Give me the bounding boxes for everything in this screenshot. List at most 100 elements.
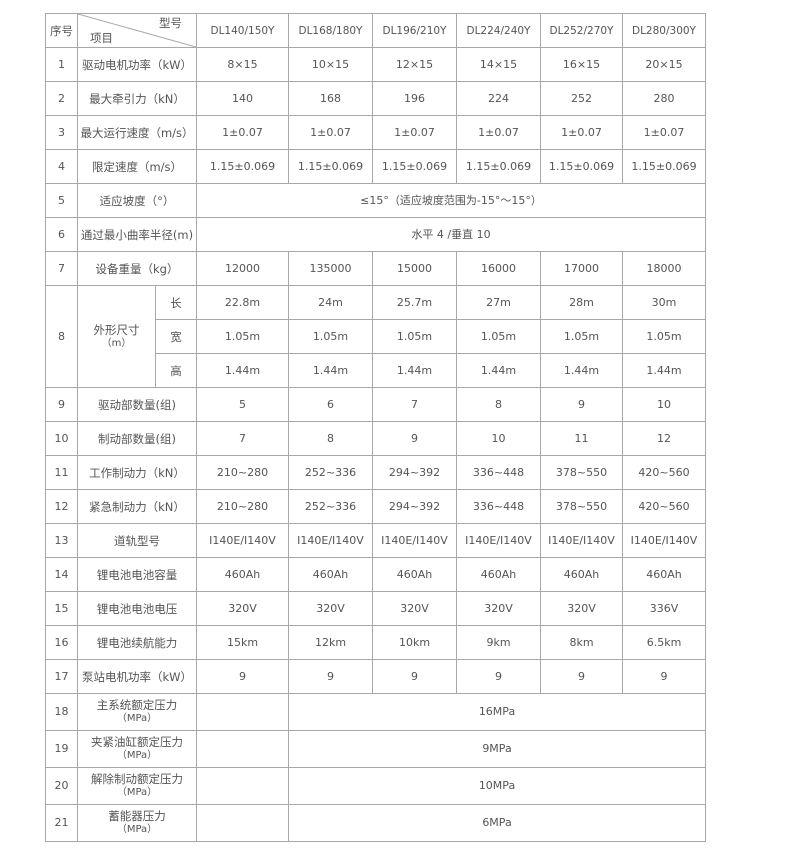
value-cell: 224 xyxy=(456,81,541,116)
value-cell: 1.44m xyxy=(288,353,373,388)
value-cell: 17000 xyxy=(540,251,623,286)
value-cell: 1.15±0.069 xyxy=(372,149,457,184)
dimension-label: 长 xyxy=(155,285,197,320)
value-cell: 135000 xyxy=(288,251,373,286)
value-cell: 1.44m xyxy=(540,353,623,388)
value-cell: 9 xyxy=(372,659,457,694)
item-label-cell: 工作制动力（kN） xyxy=(77,455,197,490)
value-cell: 420~560 xyxy=(622,489,706,524)
table-row: 12 紧急制动力（kN） 210~280 252~336 294~392 336~448 3… xyxy=(45,489,706,524)
item-label: 紧急制动力（kN） xyxy=(89,499,185,514)
value-cell: 15000 xyxy=(372,251,457,286)
value-cell: 1.05m xyxy=(372,319,457,354)
value-cell: 6.5km xyxy=(622,625,706,660)
row-number: 2 xyxy=(45,81,78,116)
table-row: 10 制动部数量(组) 7 8 9 10 11 12 xyxy=(45,421,706,456)
value-cell: 8×15 xyxy=(196,47,289,82)
row-number: 13 xyxy=(45,523,78,558)
row-number: 19 xyxy=(45,730,78,768)
value-cell: I140E/I140V xyxy=(456,523,541,558)
value-cell: 20×15 xyxy=(622,47,706,82)
value-cell: 1.05m xyxy=(456,319,541,354)
table-row: 15 锂电池电池电压 320V 320V 320V 320V 320V 336V xyxy=(45,591,706,626)
value-cell: I140E/I140V xyxy=(196,523,289,558)
item-label: 主系统额定压力 xyxy=(96,698,178,712)
item-label-cell: 最大运行速度（m/s） xyxy=(77,115,197,150)
table-row: 13 道轨型号 I140E/I140V I140E/I140V I140E/I140V I… xyxy=(45,523,706,558)
value-cell: 1.05m xyxy=(540,319,623,354)
value-cell: 12km xyxy=(288,625,373,660)
row-number: 3 xyxy=(45,115,78,150)
value-cell: I140E/I140V xyxy=(540,523,623,558)
value-cell: 1.15±0.069 xyxy=(456,149,541,184)
item-label: 限定速度（m/s） xyxy=(91,159,183,174)
value-cell: 378~550 xyxy=(540,489,623,524)
spec-table: 序号 型号 项目 DL140/150Y DL168/180Y DL196/210Y D… xyxy=(45,13,706,842)
model-header: DL168/180Y xyxy=(288,13,373,48)
item-label: 道轨型号 xyxy=(114,533,160,548)
table-row: 20 解除制动额定压力 （MPa） 10MPa xyxy=(45,767,706,805)
row-number: 15 xyxy=(45,591,78,626)
table-row: 8 外形尺寸 （m）长 22.8m 24m 25.7m 27m 28m 30m xyxy=(45,285,706,388)
value-cell: 8 xyxy=(456,387,541,422)
value-cell: 9 xyxy=(288,659,373,694)
table-row: 3 最大运行速度（m/s） 1±0.07 1±0.07 1±0.07 1±0.07 1±0.… xyxy=(45,115,706,150)
index-header: 序号 xyxy=(45,13,78,48)
empty-cell xyxy=(196,693,289,731)
value-cell: 1.15±0.069 xyxy=(540,149,623,184)
value-cell: 12 xyxy=(622,421,706,456)
row-number: 8 xyxy=(45,285,78,388)
item-label-cell: 设备重量（kg） xyxy=(77,251,197,286)
value-cell: 1±0.07 xyxy=(196,115,289,150)
value-cell: 28m xyxy=(540,285,623,320)
item-unit: （MPa） xyxy=(116,787,158,798)
item-label: 通过最小曲率半径(m) xyxy=(80,227,194,242)
value-cell: 196 xyxy=(372,81,457,116)
value-cell: 15km xyxy=(196,625,289,660)
value-cell: 1±0.07 xyxy=(372,115,457,150)
value-cell: 1±0.07 xyxy=(540,115,623,150)
item-label-cell: 锂电池电池电压 xyxy=(77,591,197,626)
value-cell: 420~560 xyxy=(622,455,706,490)
dimension-label: 高 xyxy=(155,353,197,388)
item-label-cell: 泵站电机功率（kW） xyxy=(77,659,197,694)
value-cell: 460Ah xyxy=(622,557,706,592)
row-number: 14 xyxy=(45,557,78,592)
value-cell: 460Ah xyxy=(540,557,623,592)
merged-value-cell: 10MPa xyxy=(288,767,706,805)
table-row: 7 设备重量（kg） 12000 135000 15000 16000 17000 18000 xyxy=(45,251,706,286)
value-cell: 252 xyxy=(540,81,623,116)
item-label: 锂电池电池容量 xyxy=(96,567,178,582)
value-cell: 1.44m xyxy=(622,353,706,388)
item-label-cell: 蓄能器压力 （MPa） xyxy=(77,804,197,842)
value-cell: 5 xyxy=(196,387,289,422)
header-row: 序号 型号 项目 DL140/150Y DL168/180Y DL196/210Y D… xyxy=(45,13,706,48)
value-cell: 1.05m xyxy=(288,319,373,354)
item-label: 设备重量（kg） xyxy=(95,261,179,276)
item-unit: （m） xyxy=(101,337,132,349)
item-label: 泵站电机功率（kW） xyxy=(81,669,193,684)
row-number: 1 xyxy=(45,47,78,82)
item-label: 锂电池续航能力 xyxy=(96,635,178,650)
item-unit: （MPa） xyxy=(116,824,158,835)
merged-value-cell: 水平 4 /垂直 10 xyxy=(196,217,706,252)
value-cell: 1.05m xyxy=(622,319,706,354)
row-number: 21 xyxy=(45,804,78,842)
value-cell: 16×15 xyxy=(540,47,623,82)
table-row: 2 最大牵引力（kN） 140 168 196 224 252 280 xyxy=(45,81,706,116)
item-label-cell: 最大牵引力（kN） xyxy=(77,81,197,116)
value-cell: 1±0.07 xyxy=(622,115,706,150)
merged-value-cell: ≤15°（适应坡度范围为-15°～15°） xyxy=(196,183,706,218)
value-cell: 294~392 xyxy=(372,455,457,490)
table-row: 6 通过最小曲率半径(m) 水平 4 /垂直 10 xyxy=(45,217,706,252)
value-cell: 460Ah xyxy=(196,557,289,592)
value-cell: 8 xyxy=(288,421,373,456)
value-cell: 9 xyxy=(196,659,289,694)
item-label: 夹紧油缸额定压力 xyxy=(91,735,183,749)
value-cell: 320V xyxy=(456,591,541,626)
value-cell: 16000 xyxy=(456,251,541,286)
row-number: 6 xyxy=(45,217,78,252)
value-cell: 294~392 xyxy=(372,489,457,524)
merged-value-cell: 6MPa xyxy=(288,804,706,842)
table-row: 18 主系统额定压力 （MPa） 16MPa xyxy=(45,693,706,731)
